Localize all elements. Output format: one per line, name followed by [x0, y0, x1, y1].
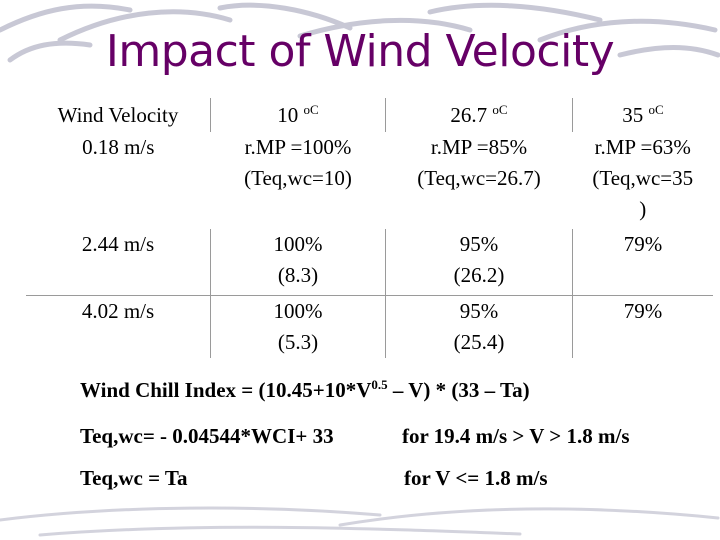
table-header-row: Wind Velocity 10 oC 26.7 oC 35 oC [26, 98, 713, 132]
table-row: 4.02 m/s 100% (5.3) 95% (25.4) 79% [26, 295, 713, 358]
value-cell: 79% [572, 229, 713, 296]
header-wind-velocity: Wind Velocity [57, 103, 179, 127]
value-cell: 79% [572, 295, 713, 358]
velocity-cell: 0.18 m/s [82, 135, 155, 159]
header-temp-10: 10 oC [210, 98, 386, 132]
value-cell: 95% (26.2) [385, 229, 573, 296]
velocity-cell: 2.44 m/s [81, 232, 155, 256]
page-title: Impact of Wind Velocity [105, 26, 615, 77]
value-cell: r.MP =100% (Teq,wc=10) [244, 135, 352, 190]
wind-chill-formula: Wind Chill Index = (10.45+10*V0.5 – V) *… [80, 377, 530, 402]
value-cell: r.MP =63% (Teq,wc=35) [592, 135, 694, 221]
condition-2: for V <= 1.8 m/s [404, 466, 548, 490]
value-cell: 100% (8.3) [210, 229, 386, 296]
teq-formula-1: Teq,wc= - 0.04544*WCI+ 33 [80, 424, 334, 448]
header-temp-26-7: 26.7 oC [385, 98, 573, 132]
header-temp-35: 35 oC [572, 98, 713, 132]
table-row: 2.44 m/s 100% (8.3) 95% (26.2) 79% [26, 229, 713, 296]
table-row: 0.18 m/s r.MP =100% (Teq,wc=10) r.MP =85%… [26, 132, 713, 229]
value-cell: 100% (5.3) [210, 295, 386, 358]
value-cell: 95% (25.4) [385, 295, 573, 358]
value-cell: r.MP =85% (Teq,wc=26.7) [417, 135, 541, 190]
teq-formula-2: Teq,wc = Ta [80, 466, 188, 490]
condition-1: for 19.4 m/s > V > 1.8 m/s [402, 424, 630, 448]
velocity-cell: 4.02 m/s [26, 295, 211, 358]
wind-velocity-table: Wind Velocity 10 oC 26.7 oC 35 oC 0.18 m… [26, 98, 713, 358]
